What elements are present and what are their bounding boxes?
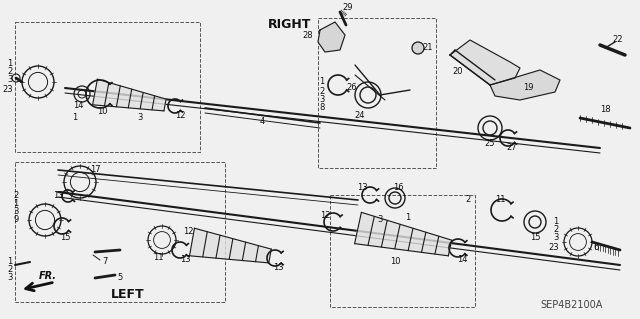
Text: 3: 3 <box>554 234 559 242</box>
Text: 13: 13 <box>356 183 367 192</box>
Text: 3: 3 <box>378 216 383 225</box>
Text: 13: 13 <box>180 256 190 264</box>
Text: 12: 12 <box>175 112 185 121</box>
Text: 11: 11 <box>495 196 505 204</box>
Polygon shape <box>93 79 166 111</box>
Text: LEFT: LEFT <box>111 288 145 301</box>
Text: 3: 3 <box>7 76 13 85</box>
Text: 2: 2 <box>319 86 324 95</box>
Text: 29: 29 <box>343 4 353 12</box>
Bar <box>318 18 436 168</box>
Text: 2: 2 <box>13 190 19 199</box>
Text: 1: 1 <box>405 213 411 222</box>
Bar <box>15 162 225 302</box>
Text: 2: 2 <box>554 226 559 234</box>
Text: 3: 3 <box>319 95 324 105</box>
Text: 15: 15 <box>60 234 70 242</box>
Text: 6: 6 <box>593 243 598 253</box>
Text: 8: 8 <box>319 103 324 113</box>
Text: 2: 2 <box>8 265 13 275</box>
Text: 10: 10 <box>390 257 400 266</box>
Text: FR.: FR. <box>39 271 57 281</box>
Text: 14: 14 <box>73 101 83 110</box>
Text: 17: 17 <box>90 166 100 174</box>
Text: 3: 3 <box>7 273 13 283</box>
Text: 26: 26 <box>347 84 357 93</box>
Text: 18: 18 <box>600 106 611 115</box>
Text: 13: 13 <box>52 191 63 201</box>
Text: 16: 16 <box>393 183 403 192</box>
Text: 2: 2 <box>465 196 470 204</box>
Text: 1: 1 <box>319 78 324 86</box>
Text: 10: 10 <box>97 108 108 116</box>
Text: 5: 5 <box>117 273 123 283</box>
Text: 1: 1 <box>8 257 13 266</box>
Text: 21: 21 <box>423 43 433 53</box>
Text: 28: 28 <box>303 31 314 40</box>
Text: 15: 15 <box>530 234 540 242</box>
Text: 7: 7 <box>102 257 108 266</box>
Circle shape <box>412 42 424 54</box>
Text: 25: 25 <box>484 138 495 147</box>
Text: 12: 12 <box>320 211 330 219</box>
Polygon shape <box>490 70 560 100</box>
Text: 1: 1 <box>72 114 77 122</box>
Text: 1: 1 <box>13 199 19 209</box>
Text: 22: 22 <box>612 35 623 44</box>
Text: 14: 14 <box>457 256 467 264</box>
Text: 24: 24 <box>355 110 365 120</box>
Text: RIGHT: RIGHT <box>268 19 312 32</box>
Text: 23: 23 <box>548 243 559 253</box>
Text: 3: 3 <box>13 207 19 217</box>
Text: 1: 1 <box>554 218 559 226</box>
Polygon shape <box>189 228 271 263</box>
Polygon shape <box>450 40 520 85</box>
Bar <box>330 195 475 307</box>
Text: 1: 1 <box>8 60 13 69</box>
Polygon shape <box>355 212 452 256</box>
Text: 11: 11 <box>153 254 163 263</box>
Text: 20: 20 <box>452 68 463 77</box>
Bar <box>15 22 200 152</box>
Text: 27: 27 <box>507 144 517 152</box>
Text: 4: 4 <box>259 117 264 127</box>
Text: SEP4B2100A: SEP4B2100A <box>540 300 602 310</box>
Text: 19: 19 <box>523 84 533 93</box>
Text: 2: 2 <box>8 68 13 77</box>
Text: 13: 13 <box>273 263 284 272</box>
Text: 12: 12 <box>183 227 193 236</box>
Text: 23: 23 <box>3 85 13 94</box>
Text: 9: 9 <box>13 216 19 225</box>
Text: 3: 3 <box>138 114 143 122</box>
Polygon shape <box>318 22 345 52</box>
